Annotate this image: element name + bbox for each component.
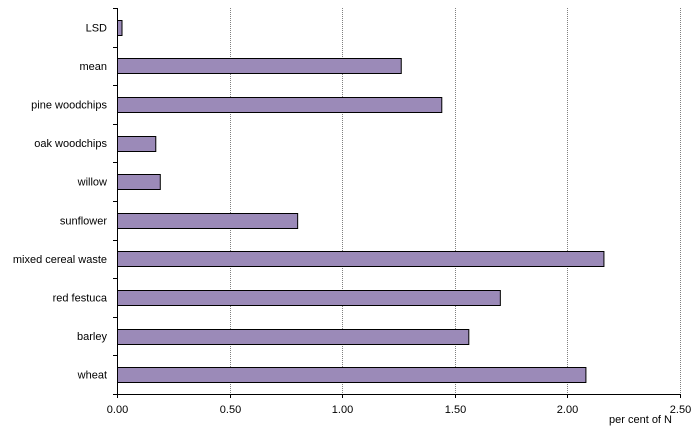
bar-sunflower bbox=[117, 213, 299, 229]
bar-red-festuca bbox=[117, 290, 501, 306]
category-label: barley bbox=[77, 331, 107, 343]
x-tick-labels: 0.00 0.50 1.00 1.50 2.00 2.50 bbox=[107, 404, 691, 416]
category-label: wheat bbox=[77, 370, 107, 382]
category-label: mixed cereal waste bbox=[13, 254, 107, 266]
bar-willow bbox=[117, 174, 161, 190]
category-label: oak woodchips bbox=[34, 138, 107, 150]
bar-wheat bbox=[117, 367, 587, 383]
x-tick-label: 2.50 bbox=[670, 404, 691, 416]
bar-lsd bbox=[117, 20, 123, 36]
x-axis-label: per cent of N bbox=[609, 414, 672, 426]
x-tick-label: 0.50 bbox=[220, 404, 241, 416]
category-labels: LSD mean pine woodchips oak woodchips willow… bbox=[13, 22, 108, 381]
category-label: red festuca bbox=[53, 293, 108, 305]
bar-mean bbox=[117, 58, 402, 74]
category-label: LSD bbox=[86, 22, 107, 34]
category-label: pine woodchips bbox=[31, 100, 107, 112]
category-label: sunflower bbox=[60, 215, 107, 227]
category-label: willow bbox=[77, 177, 107, 189]
x-tick-label: 1.50 bbox=[445, 404, 466, 416]
bar-pine-woodchips bbox=[117, 97, 443, 113]
x-tick-label: 1.00 bbox=[332, 404, 353, 416]
bar-mixed-cereal-waste bbox=[117, 251, 605, 267]
x-tick-label: 0.00 bbox=[107, 404, 128, 416]
axes bbox=[113, 8, 681, 398]
x-tick-label: 2.00 bbox=[557, 404, 578, 416]
bar-barley bbox=[117, 329, 470, 345]
bar-oak-woodchips bbox=[117, 136, 157, 152]
category-label: mean bbox=[79, 61, 107, 73]
bars bbox=[117, 20, 605, 383]
